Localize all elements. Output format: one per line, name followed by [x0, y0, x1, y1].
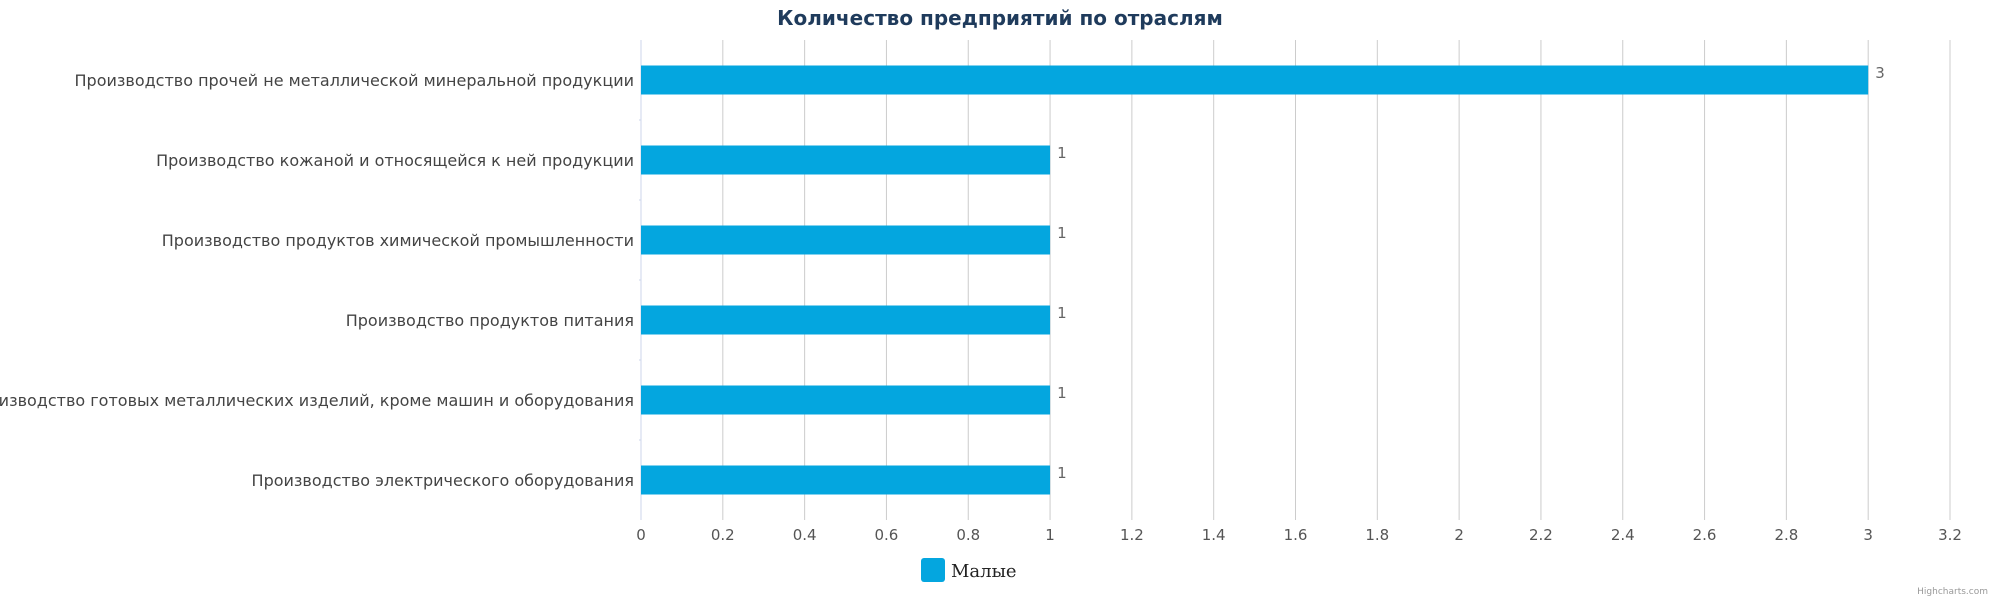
data-labels: 3 1 1 1 1 1	[1057, 64, 1885, 482]
category-label: Производство кожаной и относящейся к ней…	[156, 151, 634, 170]
data-label: 1	[1057, 464, 1067, 482]
category-label: Производство продуктов химической промыш…	[162, 231, 634, 250]
category-labels: Производство прочей не металлической мин…	[0, 71, 634, 490]
data-label: 3	[1875, 64, 1885, 82]
bar[interactable]	[641, 145, 1051, 175]
x-tick-label: 2.4	[1611, 526, 1635, 544]
bar[interactable]	[641, 465, 1051, 495]
chart-title: Количество предприятий по отраслям	[777, 6, 1223, 30]
grid-lines	[640, 40, 1951, 520]
x-tick-label: 1.2	[1120, 526, 1144, 544]
x-tick-label: 0.6	[875, 526, 899, 544]
data-label: 1	[1057, 224, 1067, 242]
y-axis	[639, 40, 642, 520]
bar[interactable]	[641, 385, 1051, 415]
bar[interactable]	[641, 65, 1869, 95]
x-tick-label: 2	[1454, 526, 1464, 544]
x-tick-label: 1.4	[1202, 526, 1226, 544]
x-tick-label: 0	[636, 526, 646, 544]
data-label: 1	[1057, 144, 1067, 162]
x-tick-label: 3.2	[1938, 526, 1962, 544]
data-label: 1	[1057, 304, 1067, 322]
x-tick-label: 0.4	[793, 526, 817, 544]
bar[interactable]	[641, 225, 1051, 255]
bars	[641, 65, 1869, 495]
x-axis-tick-labels: 0 0.2 0.4 0.6 0.8 1 1.2 1.4 1.6 1.8 2 2.2 2.4 2.6 2.8 3…	[636, 526, 1962, 544]
category-label: Производство продуктов питания	[346, 311, 634, 330]
legend-label[interactable]: Малые	[951, 561, 1017, 582]
x-tick-label: 0.2	[711, 526, 735, 544]
bar[interactable]	[641, 305, 1051, 335]
x-tick-label: 1	[1045, 526, 1055, 544]
legend-swatch[interactable]	[921, 558, 945, 582]
category-label: Производство готовых металлических издел…	[0, 391, 634, 410]
data-label: 1	[1057, 384, 1067, 402]
x-tick-label: 2.6	[1693, 526, 1717, 544]
legend[interactable]: Малые	[921, 558, 1017, 582]
x-tick-label: 3	[1863, 526, 1873, 544]
credits[interactable]: Highcharts.com	[1917, 587, 1988, 597]
category-label: Производство электрического оборудования	[252, 471, 634, 490]
x-tick-label: 2.8	[1774, 526, 1798, 544]
x-tick-label: 1.8	[1365, 526, 1389, 544]
x-tick-label: 2.2	[1529, 526, 1553, 544]
x-tick-label: 1.6	[1284, 526, 1308, 544]
category-label: Производство прочей не металлической мин…	[75, 71, 635, 90]
x-tick-label: 0.8	[956, 526, 980, 544]
